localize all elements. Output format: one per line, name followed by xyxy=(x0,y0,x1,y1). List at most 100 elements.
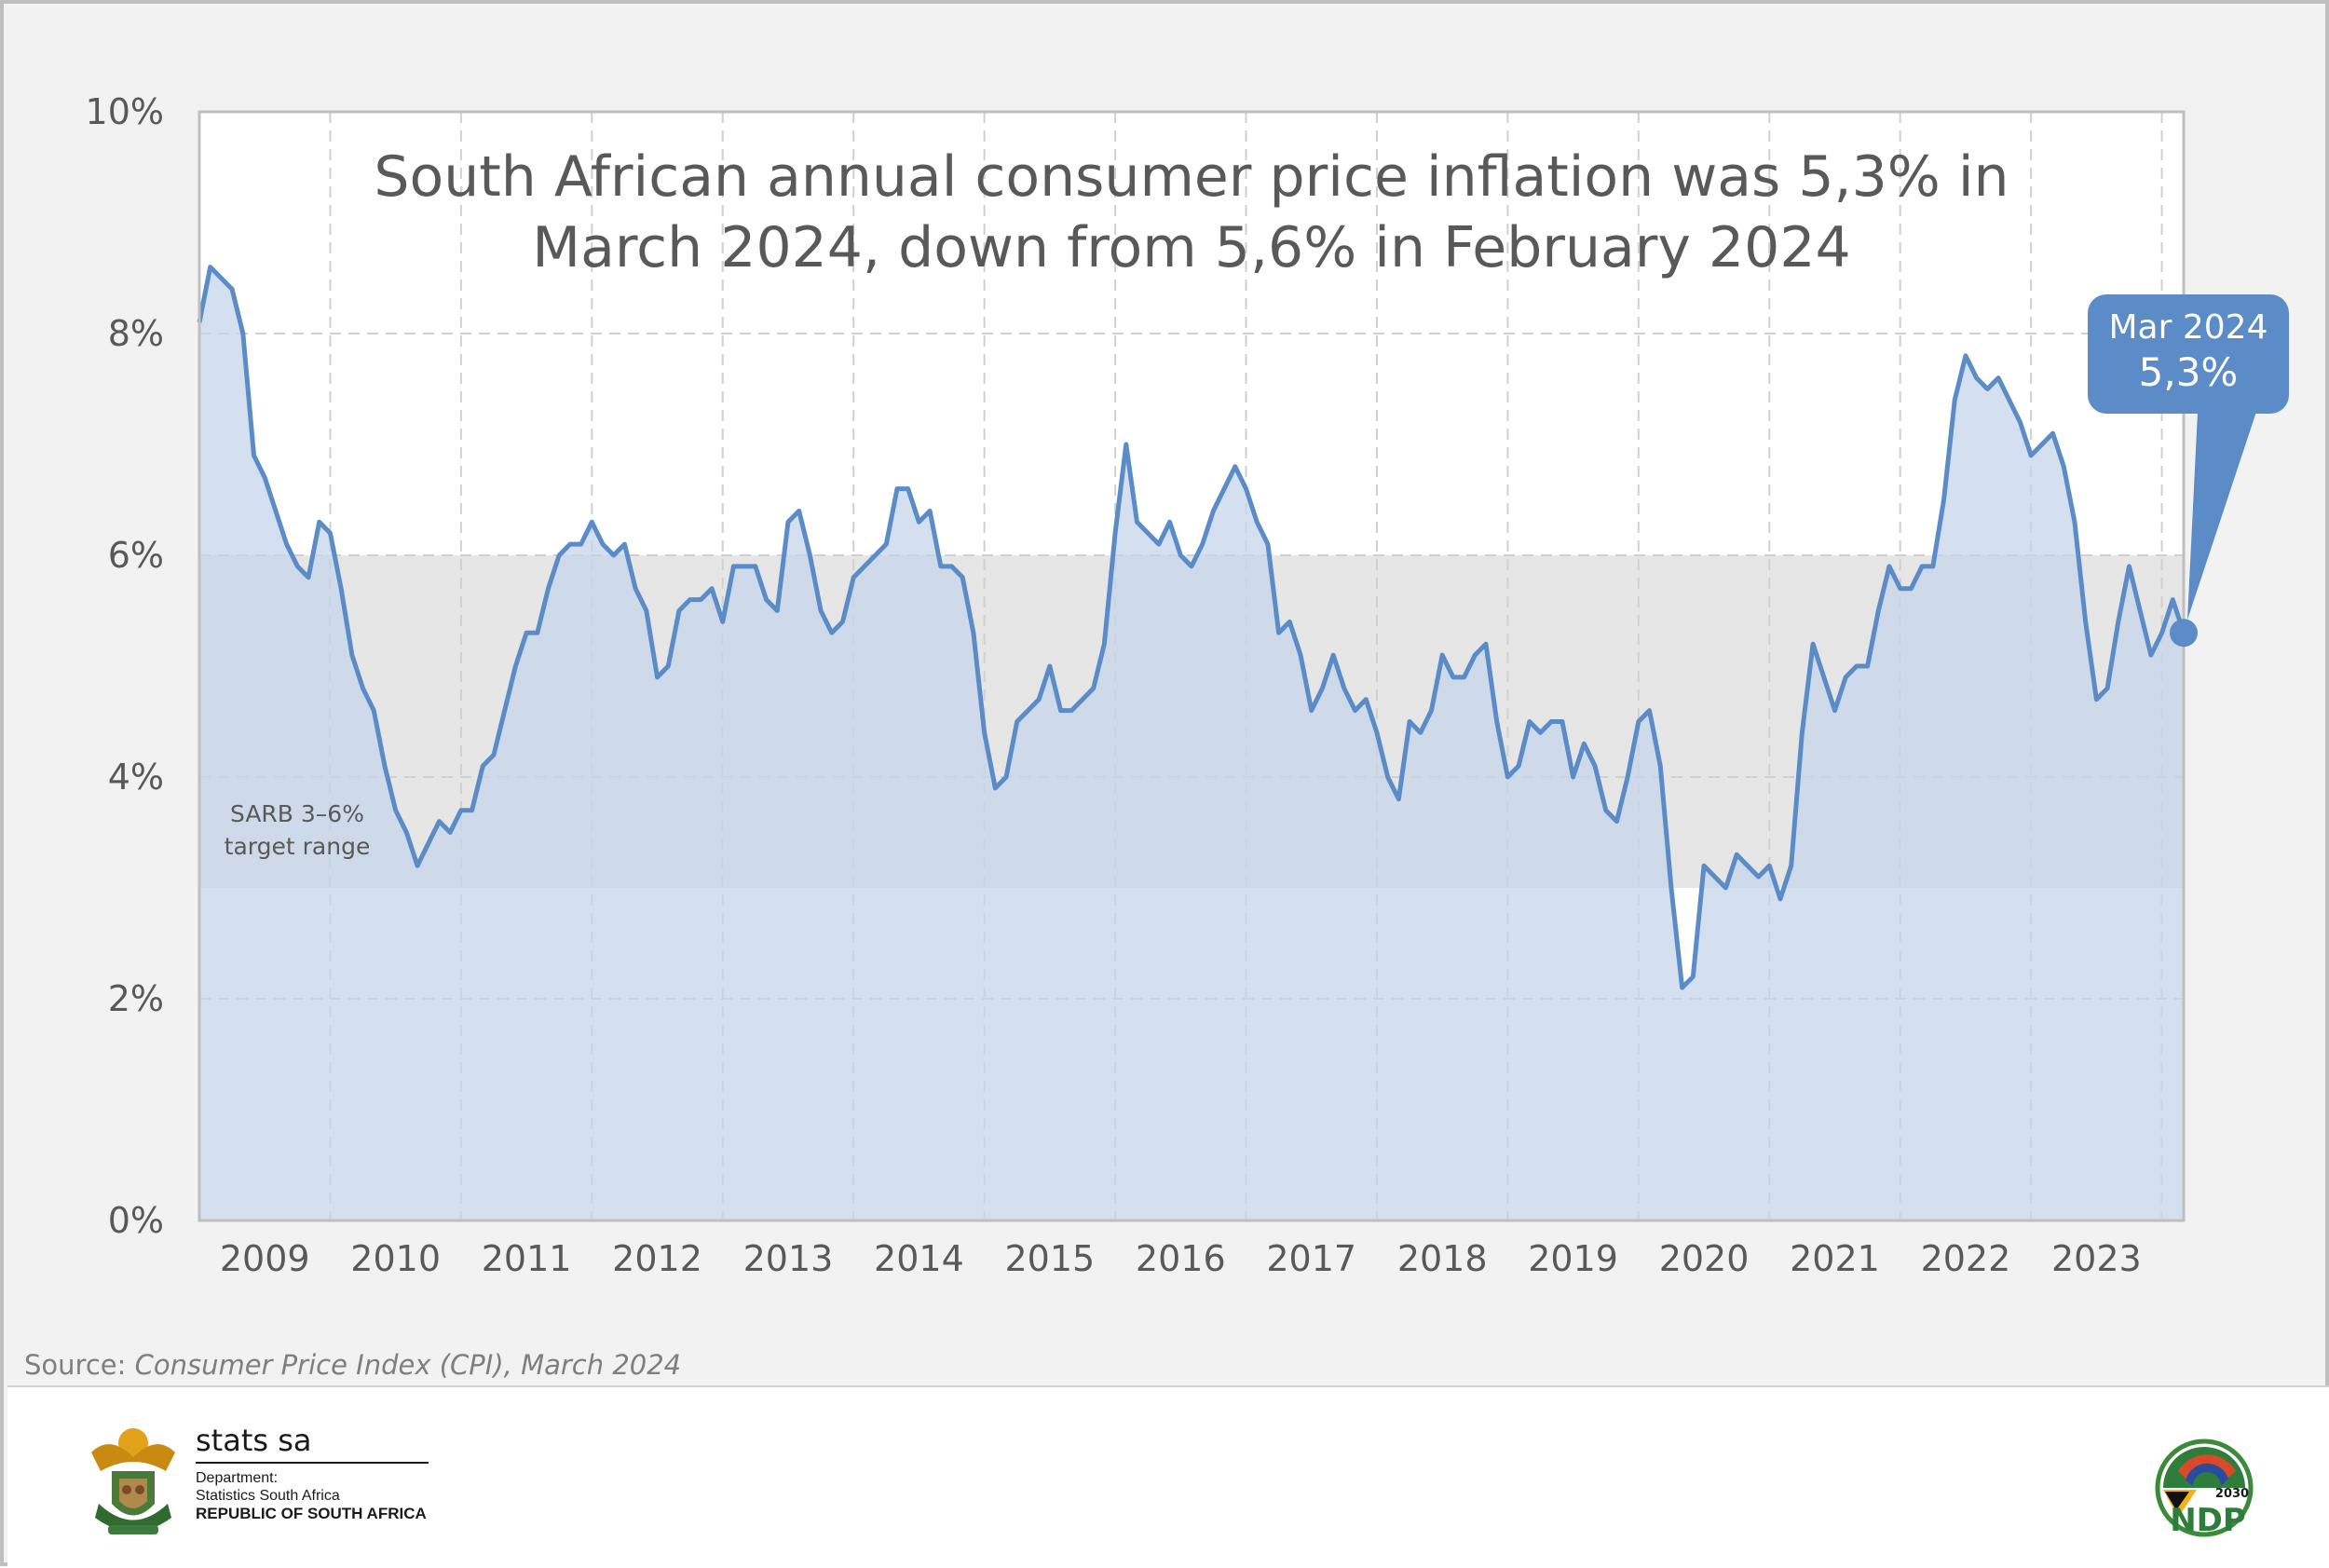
data-point xyxy=(361,687,365,690)
data-point xyxy=(383,764,387,768)
data-point xyxy=(1614,820,1618,824)
data-point xyxy=(1495,720,1499,724)
ndp-year: 2030 xyxy=(2215,1487,2249,1501)
data-point xyxy=(1233,465,1237,469)
data-point xyxy=(1364,698,1368,702)
y-tick-label: 4% xyxy=(108,757,164,798)
data-point xyxy=(742,565,746,568)
chart-title-line-1: South African annual consumer price infl… xyxy=(374,144,2009,210)
data-point xyxy=(1113,531,1117,535)
data-point xyxy=(2094,698,2098,702)
data-point xyxy=(1931,565,1935,568)
data-point xyxy=(1985,388,1989,391)
x-tick-label: 2010 xyxy=(350,1238,441,1279)
ndp-text: NDP xyxy=(2170,1502,2246,1539)
x-tick-label: 2020 xyxy=(1659,1238,1750,1279)
data-point xyxy=(274,509,278,512)
data-point xyxy=(1822,675,1826,679)
data-point xyxy=(1004,775,1008,779)
y-tick-label: 8% xyxy=(108,313,164,354)
data-point xyxy=(1909,587,1913,591)
data-point xyxy=(1048,664,1052,668)
data-point xyxy=(295,565,299,568)
data-point xyxy=(1800,730,1804,734)
x-tick-label: 2018 xyxy=(1397,1238,1488,1279)
data-point xyxy=(1429,709,1433,713)
data-point xyxy=(1539,730,1543,734)
data-point xyxy=(1463,675,1466,679)
data-point xyxy=(547,587,551,591)
source-note: Source: Consumer Price Index (CPI), Marc… xyxy=(24,1349,681,1381)
data-point xyxy=(950,565,954,568)
x-tick-label: 2011 xyxy=(482,1238,572,1279)
data-point xyxy=(1102,642,1106,646)
data-point xyxy=(1560,720,1564,724)
data-point xyxy=(1092,687,1096,690)
data-point xyxy=(1331,653,1335,657)
data-point xyxy=(1866,664,1870,668)
data-point xyxy=(1626,775,1629,779)
data-point xyxy=(1637,720,1641,724)
data-point xyxy=(677,609,681,613)
data-point xyxy=(1299,653,1302,657)
data-point xyxy=(1681,986,1684,989)
data-point xyxy=(656,675,660,679)
data-point xyxy=(1713,875,1717,879)
data-point xyxy=(775,609,779,613)
data-point xyxy=(1735,852,1738,856)
data-point xyxy=(1408,720,1411,724)
data-point xyxy=(1528,720,1532,724)
data-point xyxy=(1081,698,1084,702)
data-point xyxy=(2040,443,2044,446)
x-tick-label: 2023 xyxy=(2051,1238,2142,1279)
data-point xyxy=(731,565,735,568)
data-point xyxy=(492,753,496,757)
data-point xyxy=(863,565,866,568)
data-point xyxy=(579,542,583,546)
data-point xyxy=(622,542,626,546)
data-point xyxy=(470,809,474,812)
data-point xyxy=(437,820,441,824)
data-point xyxy=(2051,431,2055,435)
data-point xyxy=(1811,642,1815,646)
data-point xyxy=(1778,897,1782,901)
data-point xyxy=(1190,565,1193,568)
data-point xyxy=(2171,598,2174,602)
data-point xyxy=(1572,775,1575,779)
inflation-chart: 0% 2% 4% 6% 8% 10% 2009 2010 2011 2012 2013 2014 20… xyxy=(86,91,2256,1279)
data-point xyxy=(1320,687,1324,690)
data-point xyxy=(1723,886,1727,890)
data-point xyxy=(306,576,310,579)
data-point xyxy=(1549,720,1553,724)
data-point xyxy=(241,332,245,335)
data-point xyxy=(1855,664,1859,668)
data-point xyxy=(404,831,408,835)
data-point xyxy=(1582,742,1586,745)
data-point xyxy=(840,620,844,623)
data-point xyxy=(765,598,769,602)
data-point xyxy=(851,576,855,579)
data-point xyxy=(1146,531,1150,535)
data-point xyxy=(808,553,811,557)
data-point xyxy=(1473,653,1477,657)
data-point xyxy=(557,553,561,557)
data-point xyxy=(1669,886,1673,890)
data-point xyxy=(1201,542,1205,546)
data-point xyxy=(1287,620,1291,623)
data-point xyxy=(339,587,343,591)
y-tick-label: 6% xyxy=(108,535,164,576)
data-point xyxy=(1604,809,1608,812)
data-point xyxy=(318,520,321,524)
x-tick-label: 2022 xyxy=(1921,1238,2011,1279)
x-tick-label: 2012 xyxy=(612,1238,702,1279)
data-point xyxy=(1996,376,2000,380)
target-range-label: SARB 3–6% target range xyxy=(204,798,390,863)
data-point xyxy=(350,653,354,657)
data-point xyxy=(590,520,593,524)
data-point xyxy=(1168,520,1172,524)
data-point xyxy=(1746,864,1750,867)
org-name-divider xyxy=(196,1462,429,1464)
plot-border xyxy=(197,110,2186,1222)
data-point xyxy=(415,864,419,867)
data-point xyxy=(1691,975,1695,978)
